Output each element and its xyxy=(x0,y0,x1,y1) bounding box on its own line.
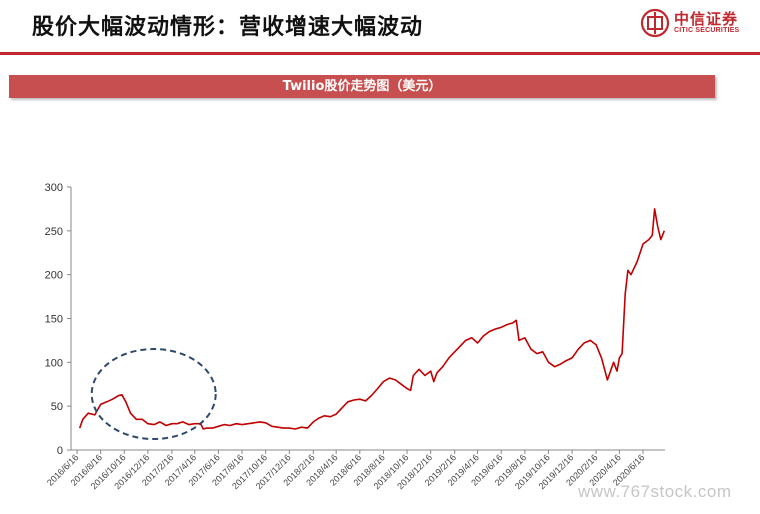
logo-cn-text: 中信证券 xyxy=(674,10,739,28)
plot-area xyxy=(78,208,666,430)
x-axis-ticks: 2016/6/162016/8/162016/10/162016/12/1620… xyxy=(45,450,646,491)
y-tick-label: 50 xyxy=(51,401,63,413)
y-tick-label: 150 xyxy=(45,314,63,326)
annotation-layer xyxy=(90,348,217,440)
y-axis-ticks: 0 50 100 150 200 250 300 xyxy=(45,182,71,457)
y-tick-label: 250 xyxy=(45,226,63,238)
citic-logo: 中信证券 CITIC SECURITIES xyxy=(640,6,750,42)
price-series-line xyxy=(78,208,666,430)
chart-axes xyxy=(70,187,665,451)
title-rule xyxy=(0,52,760,55)
citic-logo-icon xyxy=(640,8,670,38)
slide-title: 股价大幅波动情形：营收增速大幅波动 xyxy=(32,15,424,40)
y-tick-label: 0 xyxy=(57,445,63,457)
y-tick-label: 300 xyxy=(45,182,63,194)
y-tick-label: 200 xyxy=(45,270,63,282)
y-tick-label: 100 xyxy=(45,357,63,369)
logo-en-text: CITIC SECURITIES xyxy=(674,27,740,34)
watermark: www.767stock.com xyxy=(578,482,732,501)
chart-title-banner: Twilio股价走势图（美元） xyxy=(9,75,715,98)
highlight-ellipse xyxy=(90,348,217,440)
